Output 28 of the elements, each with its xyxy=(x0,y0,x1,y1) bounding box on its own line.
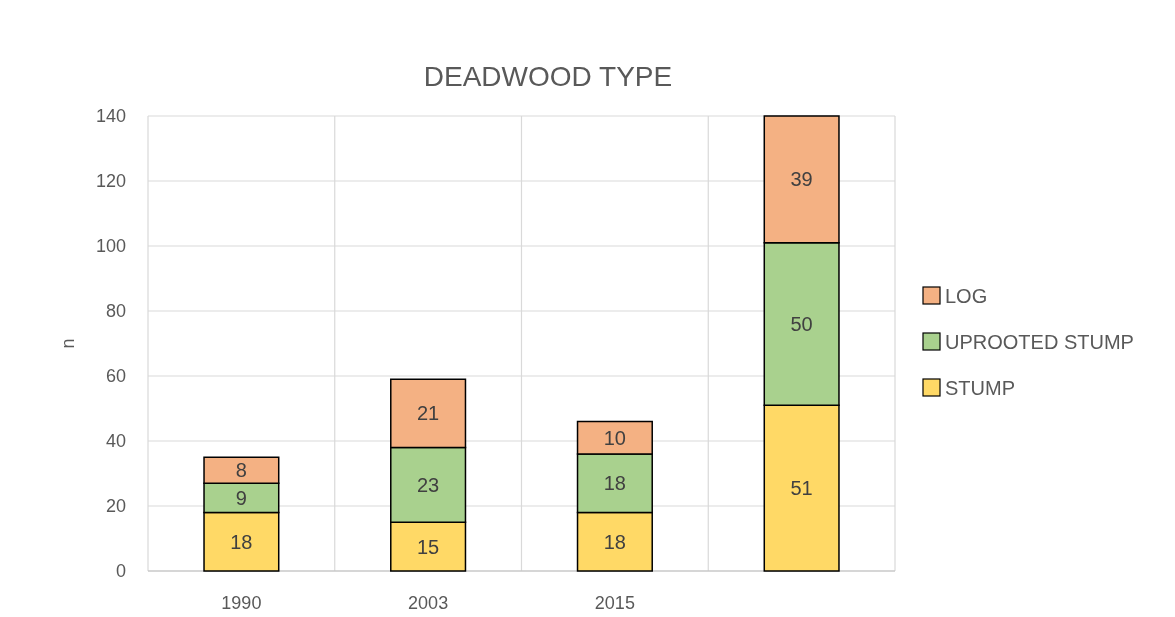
y-tick-label: 80 xyxy=(105,301,126,322)
data-label: 23 xyxy=(417,473,440,496)
y-tick-label: 120 xyxy=(95,171,126,192)
chart-title: DEADWOOD TYPE xyxy=(423,61,673,92)
data-label: 9 xyxy=(235,486,247,509)
y-tick-label: 0 xyxy=(115,561,126,582)
legend-label: LOG xyxy=(945,285,988,307)
y-tick-label: 60 xyxy=(105,366,126,387)
data-label: 39 xyxy=(790,168,813,191)
data-label: 10 xyxy=(603,426,626,449)
x-tick-label: 2015 xyxy=(594,593,635,613)
x-tick-label: 2003 xyxy=(408,593,449,613)
x-tick-label: 1990 xyxy=(221,593,262,613)
data-label: 18 xyxy=(603,472,626,495)
data-label: 15 xyxy=(417,535,440,558)
legend-label: STUMP xyxy=(945,377,1015,399)
data-label: 18 xyxy=(230,530,253,553)
data-label: 50 xyxy=(790,313,813,335)
y-tick-label: 140 xyxy=(95,106,126,127)
data-label: 18 xyxy=(603,530,626,553)
data-label: 51 xyxy=(790,477,813,500)
y-tick-label: 40 xyxy=(105,431,126,452)
data-label: 8 xyxy=(235,459,247,482)
legend-label: UPROOTED STUMP xyxy=(945,331,1134,353)
y-axis-title: n xyxy=(58,338,78,349)
y-tick-label: 20 xyxy=(105,496,126,517)
y-tick-label: 100 xyxy=(95,236,126,257)
data-label: 21 xyxy=(417,402,440,425)
